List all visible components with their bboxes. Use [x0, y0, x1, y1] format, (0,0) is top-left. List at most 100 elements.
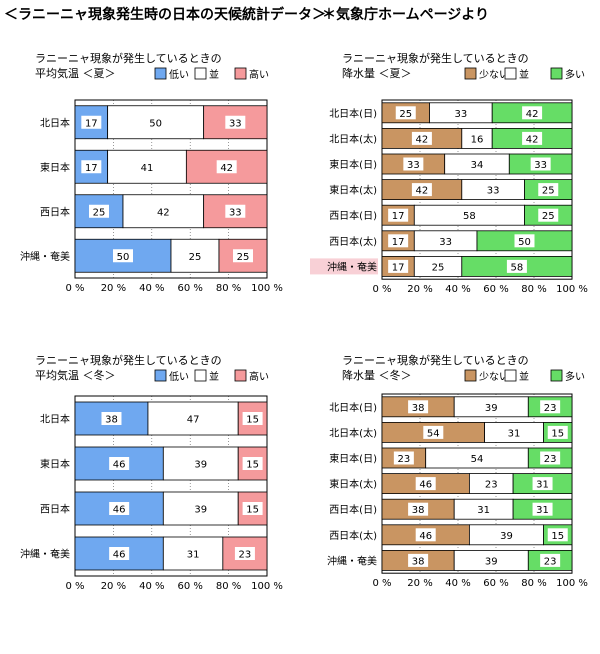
data-label-box	[109, 502, 130, 515]
x-tick-label: 80 %	[216, 283, 241, 294]
data-label-box	[225, 115, 246, 129]
legend-label: 並	[209, 68, 219, 81]
legend-swatch	[504, 369, 517, 382]
category-label: 西日本	[40, 205, 70, 218]
category-label: 北日本	[40, 413, 70, 426]
category-label: 北日本	[40, 116, 70, 129]
data-label: 42	[526, 134, 539, 145]
data-label: 31	[536, 505, 549, 516]
data-label-box	[216, 160, 237, 174]
data-label: 23	[397, 454, 410, 465]
legend-label: 並	[519, 68, 529, 81]
data-label-box	[532, 502, 553, 516]
data-label-box	[109, 457, 130, 470]
data-label: 33	[229, 118, 242, 129]
data-label-box	[183, 547, 204, 560]
data-label: 25	[237, 252, 250, 263]
x-tick-label: 0 %	[372, 284, 391, 295]
chart-svg-winter-precip: ラニーニャ現象が発生しているときの降水量 ＜冬＞ 少ない並 多い 0 % 20 % 40 …	[327, 353, 588, 589]
x-tick-label: 40 %	[445, 284, 470, 295]
data-label: 23	[485, 480, 498, 491]
data-label: 25	[399, 109, 412, 120]
data-label-box	[428, 259, 449, 273]
data-label-box	[388, 234, 409, 248]
category-label: 沖縄・奄美	[327, 554, 377, 567]
legend-label: 低い	[169, 370, 189, 383]
data-label-box	[547, 528, 568, 542]
bar-segment	[74, 105, 109, 140]
data-label-box	[233, 249, 253, 263]
data-label-box	[450, 106, 471, 120]
data-label: 42	[157, 207, 170, 218]
data-label: 39	[500, 531, 513, 542]
chart-subtitle: 降水量 ＜夏＞	[342, 66, 412, 80]
data-label: 31	[187, 550, 200, 561]
data-label-box	[408, 553, 429, 567]
legend-label: 高い	[249, 68, 269, 81]
data-label-box	[81, 160, 102, 174]
category-label: 北日本(太)	[329, 132, 377, 145]
data-label: 23	[544, 454, 557, 465]
data-label-box	[467, 157, 487, 171]
data-label: 23	[544, 403, 557, 414]
x-tick-label: 100 %	[556, 578, 588, 589]
category-highlight	[310, 258, 378, 275]
plot-frame	[74, 395, 268, 577]
legend-label: 多い	[565, 370, 585, 383]
legend-label: 多い	[565, 68, 585, 81]
legend-swatch	[504, 67, 517, 80]
data-label: 33	[487, 186, 500, 197]
data-label-box	[388, 259, 409, 273]
data-label: 31	[508, 428, 521, 439]
data-label-box	[395, 106, 416, 120]
data-label-box	[89, 204, 109, 218]
data-label: 46	[419, 480, 432, 491]
data-label-box	[540, 553, 561, 567]
data-label-box	[109, 547, 130, 560]
x-tick-label: 100 %	[556, 284, 588, 295]
data-label-box	[234, 547, 255, 560]
category-label: 東日本(太)	[329, 478, 377, 491]
data-label-box	[423, 425, 444, 439]
data-label: 23	[544, 556, 557, 567]
data-label-box	[415, 477, 436, 491]
data-label: 54	[471, 454, 484, 465]
data-label: 25	[189, 252, 202, 263]
data-label: 31	[477, 505, 490, 516]
legend-swatch	[194, 67, 207, 80]
data-label: 15	[246, 460, 259, 471]
data-label: 15	[246, 505, 259, 516]
data-label-box	[522, 106, 543, 120]
data-label-box	[547, 425, 568, 439]
data-label-box	[459, 208, 480, 222]
legend-swatch	[550, 369, 563, 382]
legend-label: 並	[209, 370, 219, 383]
x-tick-label: 0 %	[65, 283, 84, 294]
data-label: 46	[113, 460, 126, 471]
x-tick-label: 60 %	[177, 581, 202, 592]
data-label: 39	[485, 403, 498, 414]
data-label: 16	[471, 134, 484, 145]
category-label: 西日本(日)	[329, 503, 377, 516]
x-tick-label: 20 %	[101, 581, 126, 592]
category-label: 西日本	[40, 503, 70, 516]
data-label: 42	[416, 134, 429, 145]
category-label: 西日本(日)	[329, 209, 377, 222]
data-label-box	[538, 183, 559, 197]
data-label-box	[530, 157, 551, 171]
data-label-box	[481, 400, 502, 414]
data-label: 33	[439, 237, 452, 248]
data-label-box	[242, 457, 263, 470]
data-label: 47	[187, 415, 200, 426]
data-label-box	[388, 208, 409, 222]
data-label: 58	[463, 211, 476, 222]
data-label: 33	[407, 160, 420, 171]
data-label: 42	[416, 186, 429, 197]
data-label-box	[185, 249, 205, 263]
x-tick-label: 40 %	[139, 581, 164, 592]
data-label-box	[403, 157, 424, 171]
chart-title: ラニーニャ現象が発生しているときの	[35, 51, 222, 65]
data-label-box	[242, 412, 263, 425]
x-tick-label: 0 %	[65, 581, 84, 592]
